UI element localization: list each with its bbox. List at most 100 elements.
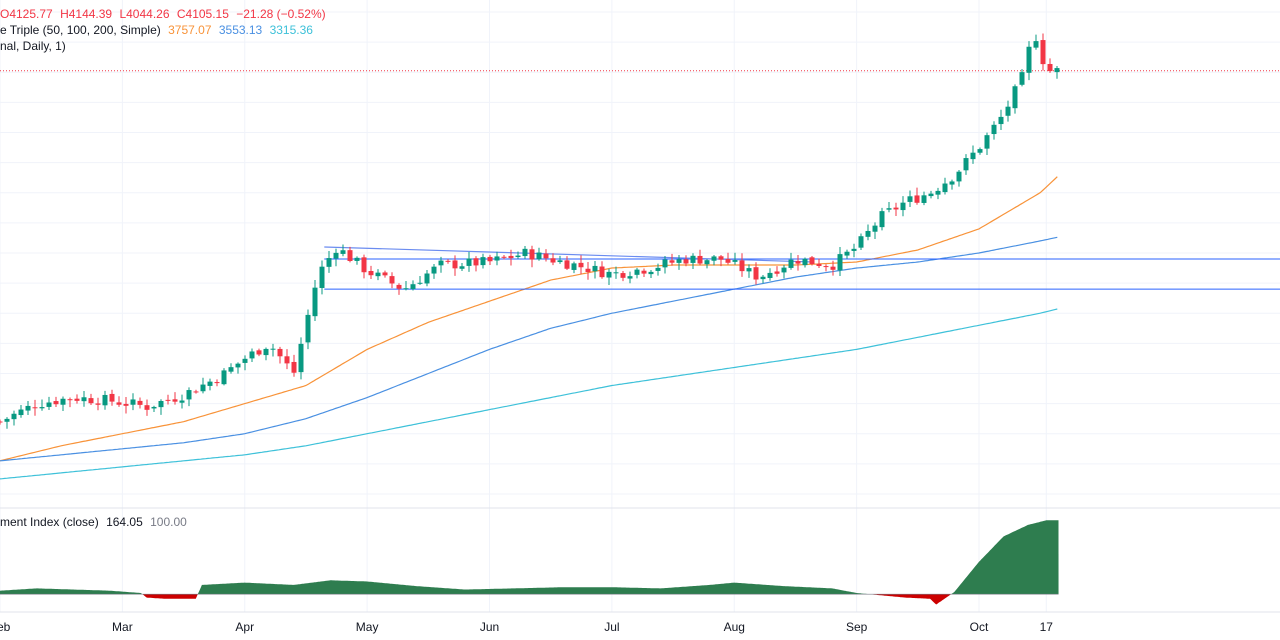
candle-body-110	[767, 272, 773, 278]
candle-body-77	[536, 252, 542, 260]
candle-body-39	[270, 348, 276, 350]
candle-body-125	[872, 225, 878, 232]
candle-body-51	[354, 257, 360, 261]
x-tick-label-7: Sep	[846, 620, 868, 634]
candle-body-145	[1012, 86, 1018, 109]
candle-body-58	[403, 288, 409, 290]
candle-body-79	[550, 258, 556, 263]
candle-body-143	[998, 116, 1004, 125]
open-value: O4125.77	[0, 7, 53, 21]
candle-body-5	[32, 407, 38, 409]
candle-body-151	[1054, 68, 1060, 73]
candle-body-25	[172, 399, 178, 402]
moving-averages	[0, 176, 1058, 480]
candle-body-36	[249, 351, 255, 359]
x-tick-label-3: May	[356, 620, 379, 634]
candle-body-82	[571, 263, 577, 270]
candle-body-80	[557, 260, 563, 263]
indicator-label: ment Index (close)	[0, 515, 99, 529]
candle-body-69	[480, 257, 486, 266]
candle-body-88	[613, 272, 619, 274]
candle-body-21	[144, 405, 150, 410]
candle-body-8	[53, 401, 59, 405]
candle-body-83	[578, 262, 584, 268]
candle-body-33	[228, 367, 234, 372]
candle-body-123	[858, 236, 864, 248]
candle-body-38	[263, 348, 269, 356]
candle-body-65	[452, 260, 458, 269]
candle-body-109	[760, 276, 766, 280]
candle-body-13	[88, 398, 94, 404]
candle-body-49	[340, 250, 346, 254]
candle-body-114	[795, 261, 801, 264]
candle-body-24	[165, 399, 171, 401]
study-legend[interactable]: nal, Daily, 1)	[0, 38, 70, 54]
candle-body-89	[620, 273, 626, 278]
candle-body-20	[137, 400, 143, 405]
candle-body-22	[151, 406, 157, 409]
candle-body-31	[214, 382, 220, 384]
candle-body-66	[459, 266, 465, 269]
x-tick-label-6: Aug	[724, 620, 745, 634]
candle-body-120	[837, 254, 843, 271]
indicator-value: 164.05	[106, 515, 143, 529]
candle-body-26	[179, 400, 185, 403]
candle-body-17	[116, 402, 122, 405]
candle-body-27	[186, 390, 192, 400]
candle-body-7	[46, 402, 52, 407]
indicator-level: 100.00	[150, 515, 187, 529]
candle-body-34	[235, 363, 241, 368]
x-tick-label-5: Jul	[604, 620, 619, 634]
candle-body-41	[284, 356, 290, 364]
candle-body-91	[634, 269, 640, 275]
candle-body-4	[25, 405, 31, 411]
candle-body-35	[242, 358, 248, 363]
x-tick-label-4: Jun	[480, 620, 499, 634]
candle-body-54	[375, 272, 381, 277]
candle-body-0	[0, 421, 3, 423]
candle-body-150	[1047, 64, 1053, 72]
candle-body-105	[732, 260, 738, 262]
candle-body-11	[74, 398, 80, 401]
ma100-line	[0, 236, 1058, 462]
candle-body-85	[592, 265, 598, 272]
candle-body-92	[641, 270, 647, 274]
candle-body-16	[109, 393, 115, 402]
candle-body-67	[466, 258, 472, 266]
candle-body-64	[445, 260, 451, 262]
candle-body-137	[956, 171, 962, 182]
candle-body-144	[1005, 106, 1011, 116]
candle-body-60	[417, 282, 423, 284]
candle-body-108	[753, 267, 759, 280]
candle-body-113	[788, 259, 794, 268]
candle-body-117	[816, 263, 822, 267]
candle-body-57	[396, 284, 402, 289]
candle-body-74	[515, 255, 521, 258]
candlesticks	[0, 33, 1060, 429]
candle-body-48	[333, 252, 339, 259]
ma50-value: 3757.07	[168, 23, 212, 37]
candle-body-116	[809, 257, 815, 265]
ma200-line	[0, 308, 1058, 480]
candle-body-70	[487, 256, 493, 262]
candle-body-146	[1019, 72, 1025, 85]
candle-body-136	[949, 181, 955, 185]
drawing-tools	[0, 70, 1280, 290]
candle-body-71	[494, 256, 500, 261]
change-value: −21.28 (−0.52%)	[236, 7, 326, 21]
candle-body-73	[508, 255, 514, 259]
candle-body-126	[879, 211, 885, 228]
candle-body-140	[977, 149, 983, 153]
candle-body-6	[39, 407, 45, 409]
candle-body-28	[193, 391, 199, 393]
ma-legend[interactable]: e Triple (50, 100, 200, Simple) 3757.07 …	[0, 22, 317, 38]
indicator-legend[interactable]: ment Index (close) 164.05 100.00	[0, 514, 191, 530]
candle-body-14	[95, 403, 101, 405]
candle-body-32	[221, 370, 227, 385]
time-axis[interactable]: Feb Mar Apr May Jun Jul Aug Sep Oct 17	[0, 620, 1053, 634]
candle-body-124	[865, 230, 871, 237]
candle-body-100	[697, 255, 703, 264]
candle-body-62	[431, 266, 437, 274]
candle-body-93	[648, 271, 654, 275]
